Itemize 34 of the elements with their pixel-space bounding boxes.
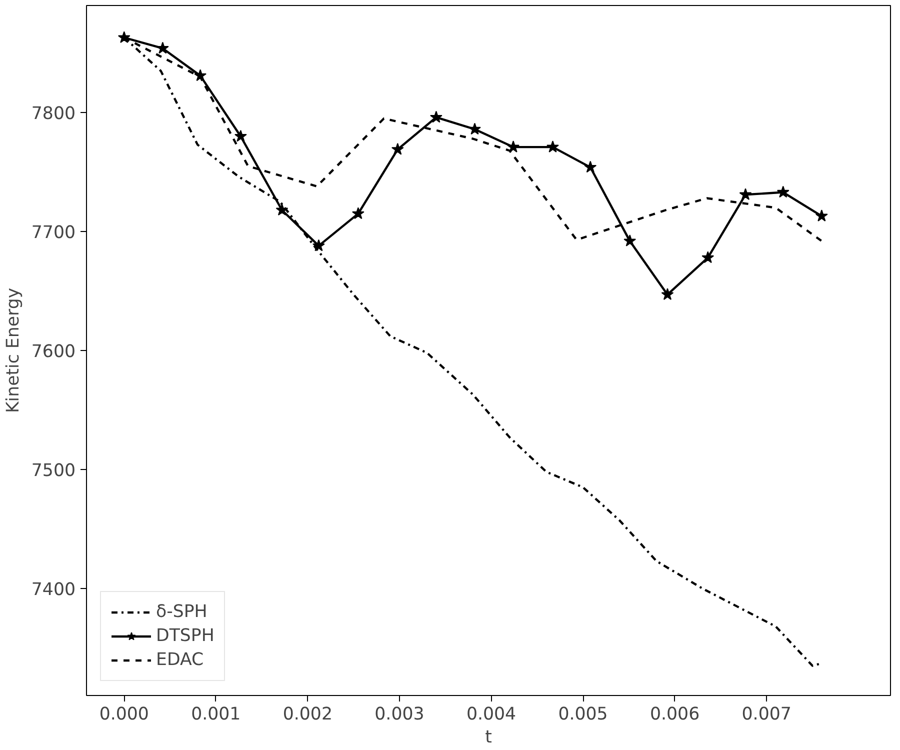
point [430, 110, 442, 123]
point [507, 140, 520, 152]
point [661, 288, 674, 300]
point [391, 142, 404, 155]
point [276, 204, 288, 216]
point [702, 251, 714, 264]
point [776, 186, 790, 198]
x-axis-title: t [485, 728, 492, 748]
y-tick-label: 7800 [31, 104, 76, 124]
point [468, 122, 481, 135]
point [584, 160, 597, 173]
point [546, 140, 559, 152]
x-tick-label: 0.002 [282, 704, 332, 724]
x-tick-label: 0.000 [99, 704, 149, 724]
y-tick-label: 7500 [31, 460, 76, 481]
legend-label: DTSPH [156, 626, 214, 646]
x-tick-label: 0.005 [558, 704, 608, 724]
point [234, 130, 247, 142]
x-tick-label: 0.003 [374, 704, 424, 724]
y-tick-label: 7400 [31, 580, 76, 600]
point [352, 207, 364, 220]
y-axis-title: Kinetic Energy [3, 288, 24, 414]
point [312, 239, 325, 252]
point [624, 234, 636, 246]
legend-label: δ-SPH [156, 602, 208, 622]
x-tick-label: 0.006 [650, 704, 700, 724]
point [815, 210, 828, 222]
x-tick-label: 0.007 [742, 704, 792, 724]
x-tick-label: 0.001 [191, 704, 241, 724]
legend-label: EDAC [156, 650, 204, 670]
y-tick-label: 7600 [31, 342, 76, 362]
point [739, 188, 752, 200]
x-tick-label: 0.004 [466, 704, 516, 724]
y-tick-label: 7700 [31, 223, 76, 244]
